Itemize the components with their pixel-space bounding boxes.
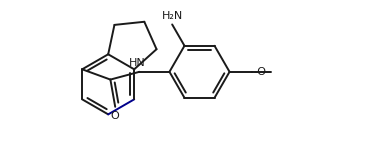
Text: HN: HN	[130, 58, 146, 68]
Text: H₂N: H₂N	[162, 11, 183, 21]
Text: -O: -O	[254, 67, 267, 77]
Text: O: O	[111, 111, 120, 121]
